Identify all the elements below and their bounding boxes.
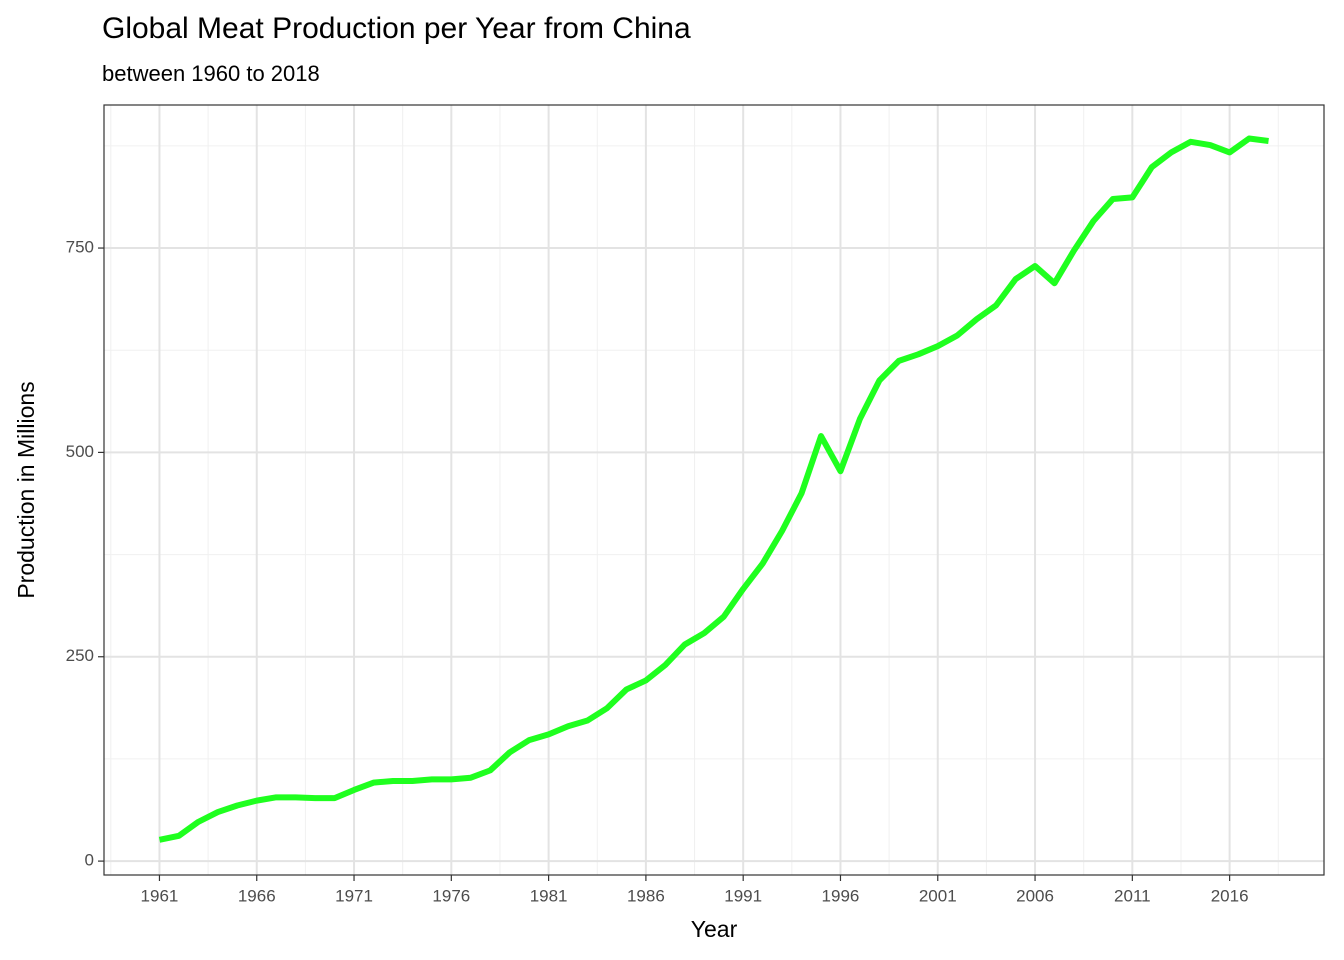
panel-border [103, 104, 1325, 876]
x-tick-label: 1961 [141, 886, 179, 905]
x-tick-label: 1971 [335, 886, 373, 905]
x-tick-label: 1991 [724, 886, 762, 905]
y-tick-label: 0 [85, 851, 94, 870]
chart-subtitle: between 1960 to 2018 [102, 61, 320, 86]
y-tick-label: 250 [66, 646, 94, 665]
x-tick-label: 2001 [919, 886, 957, 905]
x-tick-label: 1976 [432, 886, 470, 905]
x-axis-title: Year [691, 916, 738, 942]
x-tick-label: 1986 [627, 886, 665, 905]
x-tick-label: 2011 [1114, 886, 1151, 905]
x-tick-label: 2006 [1016, 886, 1054, 905]
y-tick-label: 750 [66, 238, 94, 257]
y-axis-title: Production in Millions [13, 381, 39, 598]
x-tick-label: 1996 [822, 886, 860, 905]
x-tick-label: 1981 [530, 886, 568, 905]
x-tick-label: 1966 [238, 886, 276, 905]
line [158, 135, 1269, 843]
y-tick-label: 500 [66, 442, 94, 461]
chart-title: Global Meat Production per Year from Chi… [102, 12, 691, 45]
x-tick-label: 2016 [1211, 886, 1249, 905]
